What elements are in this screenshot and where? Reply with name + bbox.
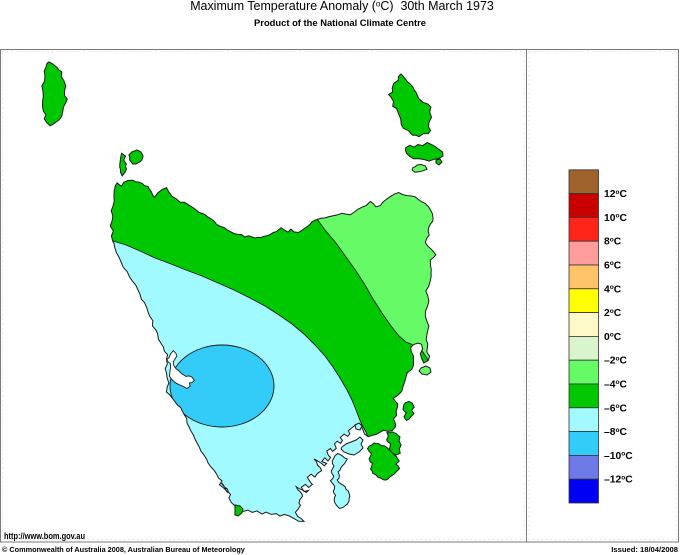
svg-text:© Commonwealth of Australia 20: © Commonwealth of Australia 2008, Austra… — [2, 545, 246, 554]
svg-text:http://www.bom.gov.au: http://www.bom.gov.au — [4, 531, 85, 541]
svg-text:Product of the National Climat: Product of the National Climate Centre — [254, 17, 426, 28]
svg-text:4oC: 4oC — [604, 284, 622, 295]
svg-text:–6oC: –6oC — [604, 403, 628, 414]
svg-text:–8oC: –8oC — [604, 427, 628, 438]
svg-text:12oC: 12oC — [604, 189, 628, 200]
svg-text:8oC: 8oC — [604, 236, 622, 247]
svg-text:–12oC: –12oC — [604, 474, 633, 485]
svg-text:0oC: 0oC — [604, 332, 622, 343]
svg-text:–10oC: –10oC — [604, 451, 633, 462]
svg-text:Maximum Temperature Anomaly (o: Maximum Temperature Anomaly (oC) 30th Ma… — [190, 0, 494, 13]
svg-text:10oC: 10oC — [604, 213, 628, 224]
svg-text:–4oC: –4oC — [604, 379, 628, 390]
svg-text:2oC: 2oC — [604, 308, 622, 319]
svg-text:6oC: 6oC — [604, 260, 622, 271]
svg-text:–2oC: –2oC — [604, 355, 628, 366]
svg-text:Issued: 18/04/2008: Issued: 18/04/2008 — [611, 545, 678, 554]
